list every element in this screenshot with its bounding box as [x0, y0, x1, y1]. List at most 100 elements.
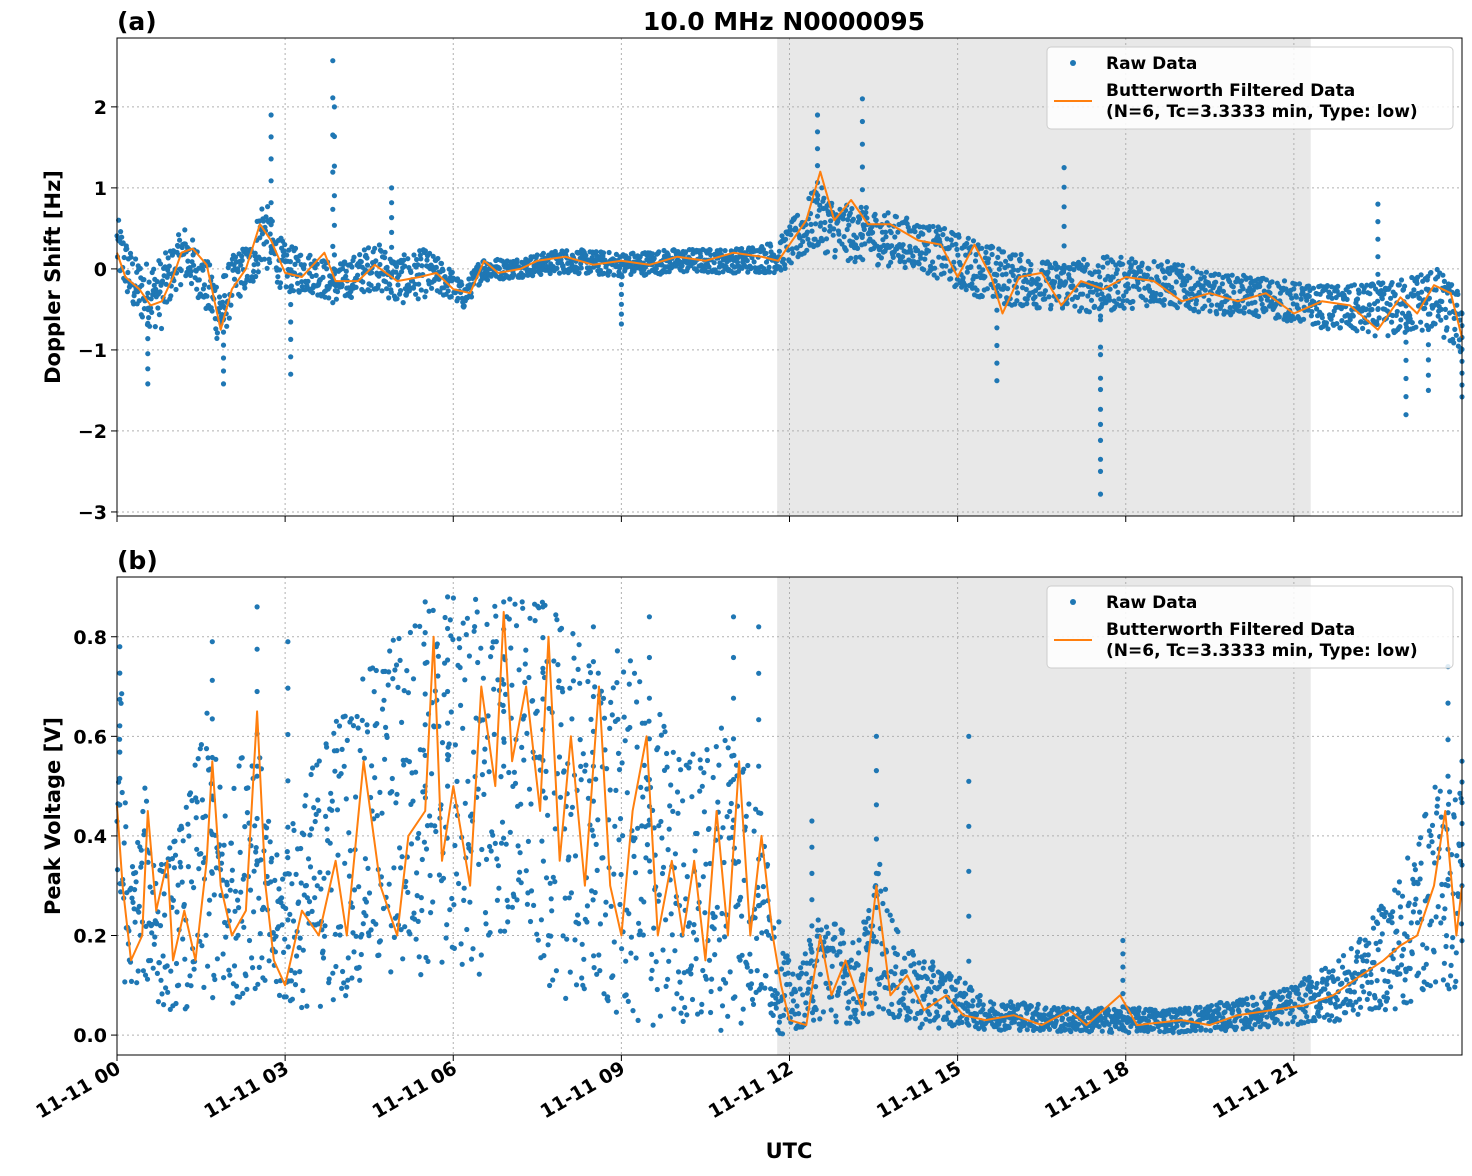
raw-data-point — [307, 253, 312, 258]
raw-data-point — [349, 716, 354, 721]
raw-data-point — [528, 801, 533, 806]
raw-data-point — [715, 905, 720, 910]
raw-data-point — [1426, 388, 1431, 393]
raw-data-point — [527, 616, 532, 621]
raw-data-point — [194, 815, 199, 820]
raw-data-point — [910, 254, 915, 259]
raw-data-point — [360, 676, 365, 681]
raw-data-point — [288, 285, 293, 290]
raw-data-point — [277, 285, 282, 290]
raw-data-point — [194, 847, 199, 852]
raw-data-point — [334, 297, 339, 302]
raw-data-point — [657, 712, 662, 717]
raw-data-point — [1089, 298, 1094, 303]
raw-data-point — [569, 890, 574, 895]
raw-data-point — [1022, 267, 1027, 272]
raw-data-point — [374, 721, 379, 726]
raw-data-point — [779, 966, 784, 971]
raw-data-point — [197, 277, 202, 282]
raw-data-point — [332, 282, 337, 287]
raw-data-point — [506, 770, 511, 775]
raw-data-point — [1234, 1025, 1239, 1030]
raw-data-point — [985, 286, 990, 291]
raw-data-point — [450, 637, 455, 642]
raw-data-point — [731, 753, 736, 758]
raw-data-point — [142, 786, 147, 791]
raw-data-point — [785, 953, 790, 958]
raw-data-point — [616, 837, 621, 842]
raw-data-point — [624, 992, 629, 997]
raw-data-point — [1250, 995, 1255, 1000]
raw-data-point — [691, 930, 696, 935]
raw-data-point — [787, 982, 792, 987]
raw-data-point — [280, 877, 285, 882]
raw-data-point — [244, 987, 249, 992]
raw-data-point — [777, 1020, 782, 1025]
raw-data-point — [461, 898, 466, 903]
raw-data-point — [1213, 280, 1218, 285]
raw-data-point — [661, 865, 666, 870]
raw-data-point — [739, 246, 744, 251]
raw-data-point — [922, 257, 927, 262]
raw-data-point — [554, 968, 559, 973]
raw-data-point — [172, 865, 177, 870]
raw-data-point — [628, 658, 633, 663]
raw-data-point — [227, 316, 232, 321]
raw-data-point — [386, 295, 391, 300]
raw-data-point — [492, 604, 497, 609]
raw-data-point — [701, 770, 706, 775]
raw-data-point — [668, 782, 673, 787]
raw-data-point — [458, 703, 463, 708]
raw-data-point — [439, 960, 444, 965]
raw-data-point — [231, 786, 236, 791]
raw-data-point — [365, 263, 370, 268]
raw-data-point — [1403, 340, 1408, 345]
raw-data-point — [815, 214, 820, 219]
raw-data-point — [1245, 1002, 1250, 1007]
raw-data-point — [1151, 1026, 1156, 1031]
raw-data-point — [860, 187, 865, 192]
raw-data-point — [551, 658, 556, 663]
raw-data-point — [227, 973, 232, 978]
raw-data-point — [990, 245, 995, 250]
raw-data-point — [739, 914, 744, 919]
raw-data-point — [679, 996, 684, 1001]
raw-data-point — [1221, 289, 1226, 294]
raw-data-point — [124, 246, 129, 251]
raw-data-point — [147, 280, 152, 285]
raw-data-point — [1062, 243, 1067, 248]
raw-data-point — [1186, 1006, 1191, 1011]
raw-data-point — [282, 937, 287, 942]
raw-data-point — [439, 261, 444, 266]
raw-data-point — [1098, 387, 1103, 392]
raw-data-point — [256, 896, 261, 901]
raw-data-point — [783, 237, 788, 242]
raw-data-point — [567, 686, 572, 691]
raw-data-point — [310, 909, 315, 914]
raw-data-point — [572, 937, 577, 942]
raw-data-point — [677, 980, 682, 985]
raw-data-point — [498, 774, 503, 779]
raw-data-point — [621, 669, 626, 674]
raw-data-point — [965, 270, 970, 275]
raw-data-point — [829, 1007, 834, 1012]
raw-data-point — [712, 952, 717, 957]
raw-data-point — [299, 1005, 304, 1010]
raw-data-point — [386, 682, 391, 687]
raw-data-point — [849, 958, 854, 963]
raw-data-point — [983, 250, 988, 255]
raw-data-point — [454, 871, 459, 876]
raw-data-point — [582, 769, 587, 774]
raw-data-point — [507, 616, 512, 621]
raw-data-point — [417, 624, 422, 629]
raw-data-point — [1388, 302, 1393, 307]
raw-data-point — [286, 944, 291, 949]
raw-data-point — [664, 984, 669, 989]
raw-data-point — [1375, 272, 1380, 277]
raw-data-point — [768, 244, 773, 249]
raw-data-point — [709, 977, 714, 982]
raw-data-point — [619, 872, 624, 877]
raw-data-point — [667, 803, 672, 808]
raw-data-point — [363, 856, 368, 861]
raw-data-point — [596, 952, 601, 957]
